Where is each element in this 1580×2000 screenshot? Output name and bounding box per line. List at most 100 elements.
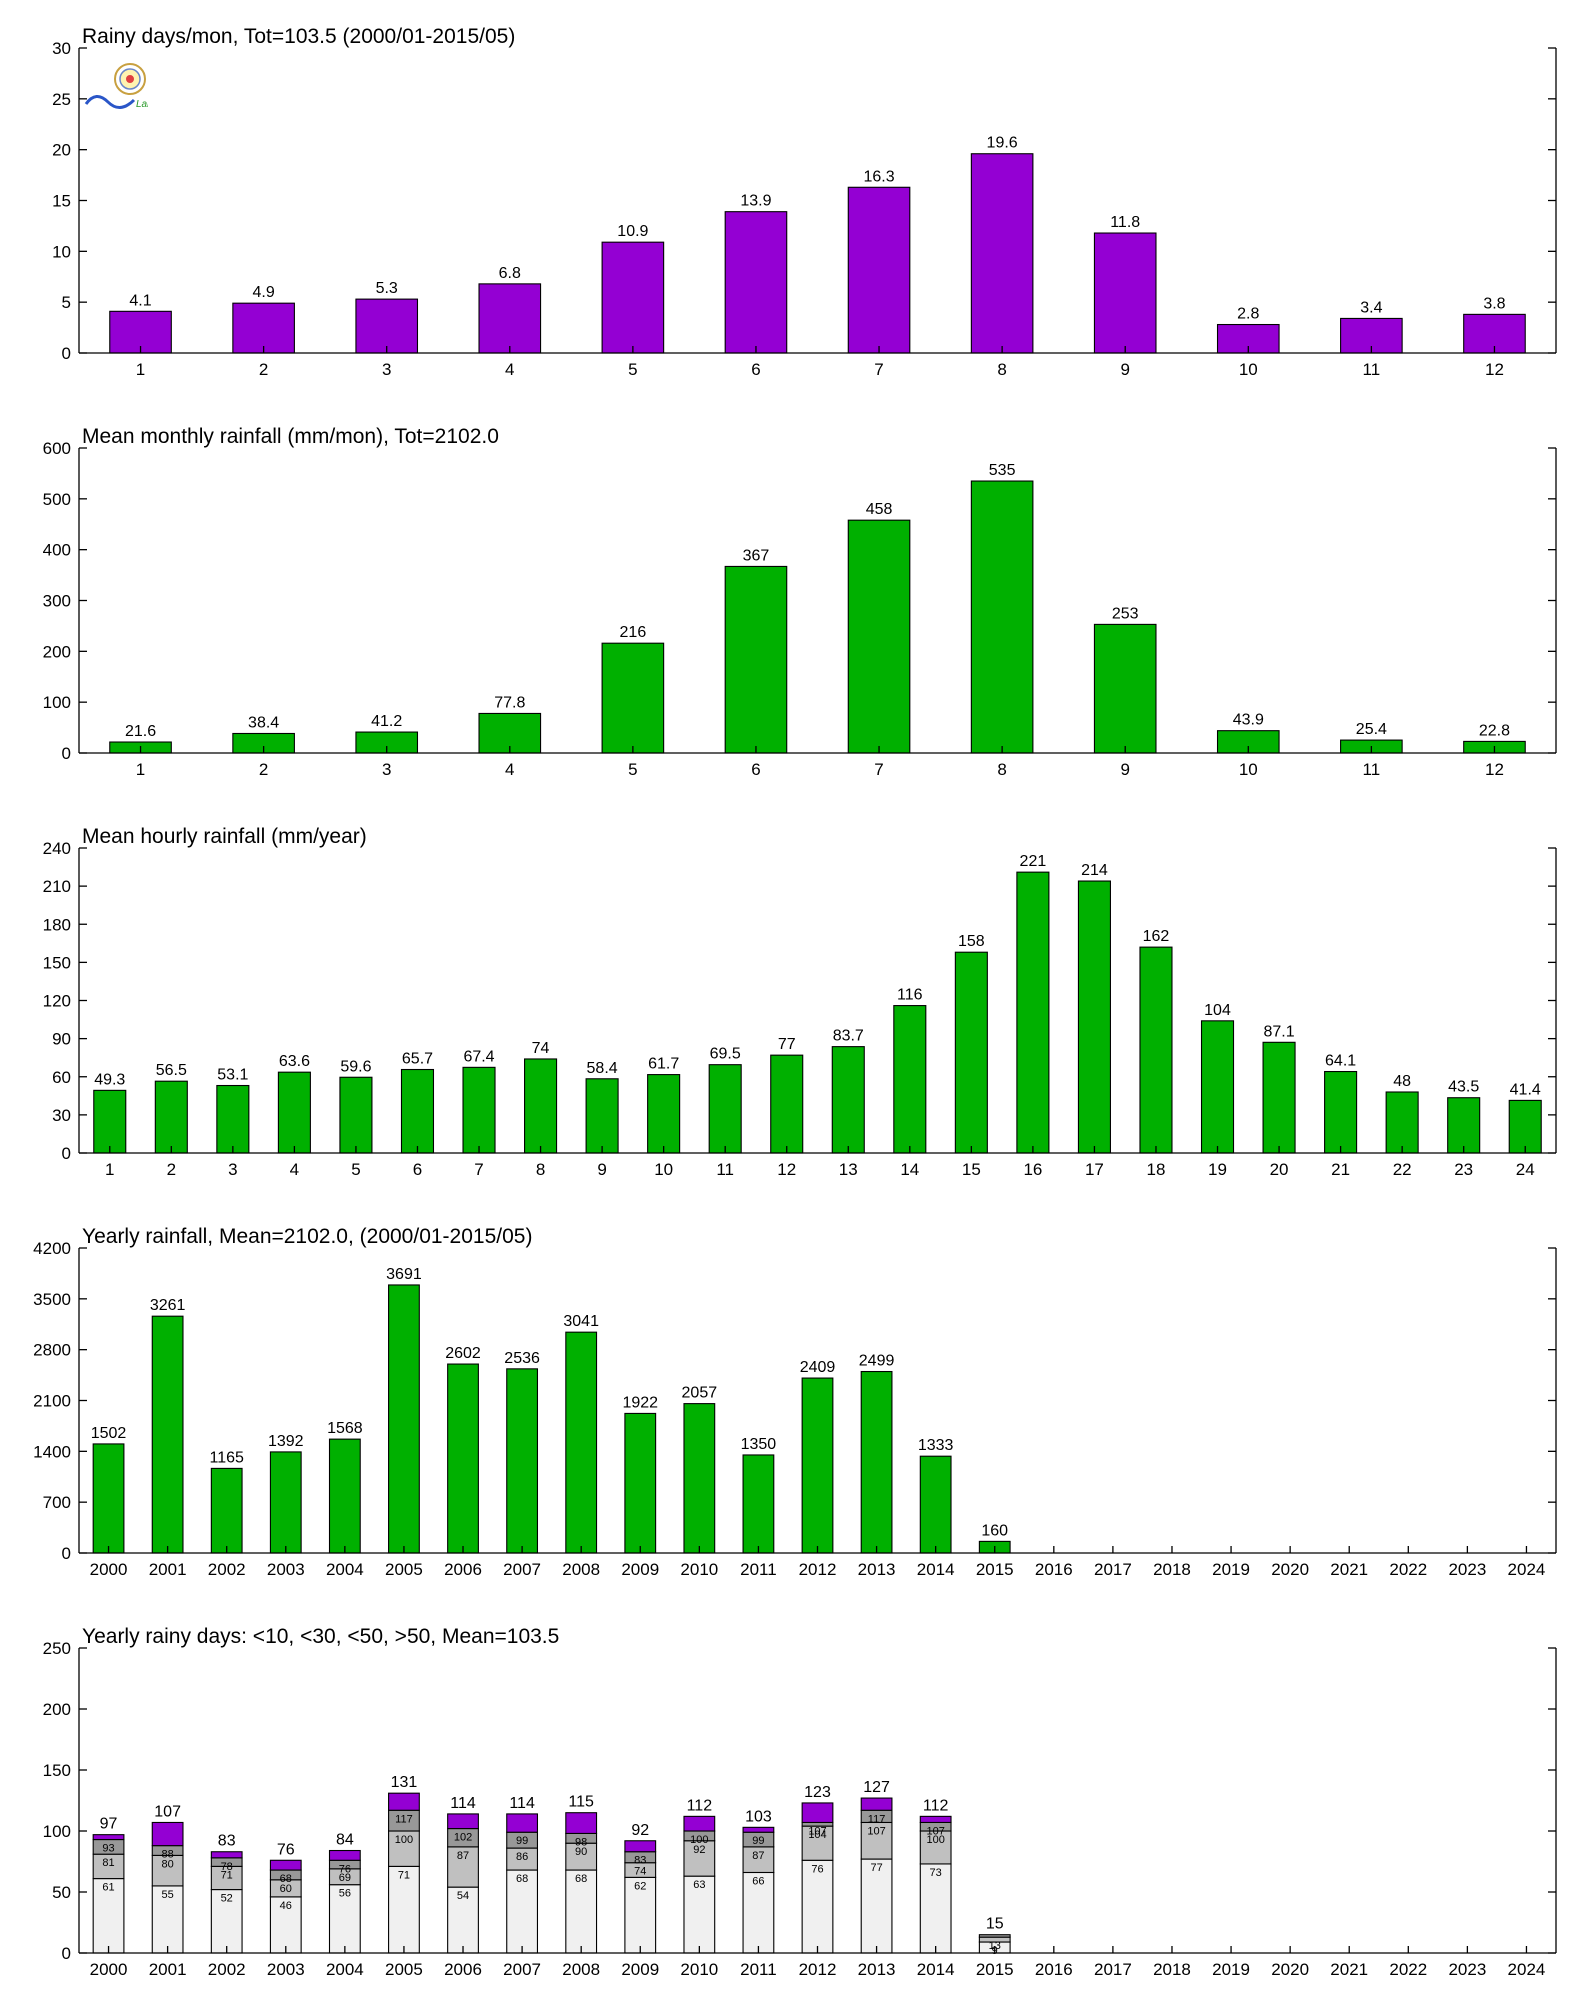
x-tick-label: 2015 <box>976 1960 1014 1979</box>
x-tick-label: 11 <box>1363 360 1381 379</box>
bar-total-label: 131 <box>391 1774 418 1791</box>
x-tick-label: 2001 <box>149 1560 187 1579</box>
bar-total-label: 15 <box>986 1916 1004 1933</box>
bar-value-label: 1922 <box>622 1394 658 1411</box>
segment-value-label: 77 <box>870 1862 882 1874</box>
bar-value-label: 253 <box>1112 605 1139 622</box>
segment-value-label: 61 <box>102 1882 114 1894</box>
x-tick-label: 2000 <box>90 1560 128 1579</box>
mean-hourly-rainfall-chart: Mean hourly rainfall (mm/year) 49.3 56.5 53… <box>0 800 1580 1200</box>
x-tick-label: 2009 <box>621 1960 659 1979</box>
y-tick-label: 400 <box>43 541 71 560</box>
bar-value-label: 61.7 <box>648 1056 679 1073</box>
bar <box>462 1066 496 1154</box>
bar <box>328 1438 361 1554</box>
bar-value-label: 3.4 <box>1360 299 1382 316</box>
y-tick-label: 200 <box>43 642 71 661</box>
stacked-bar-segment <box>328 1849 361 1861</box>
bar <box>151 1315 184 1554</box>
segment-value-label: 55 <box>161 1889 173 1901</box>
x-tick-label: 2014 <box>917 1560 955 1579</box>
stacked-bar-segment <box>388 1865 420 1954</box>
bar-total-label: 107 <box>154 1803 181 1820</box>
bar-total-label: 115 <box>568 1794 594 1811</box>
bar <box>1093 623 1157 754</box>
segment-value-label: 78 <box>221 1861 233 1873</box>
bar-value-label: 64.1 <box>1325 1053 1356 1070</box>
bar <box>506 1368 539 1554</box>
y-tick-label: 300 <box>43 592 71 611</box>
bar-value-label: 67.4 <box>463 1048 494 1065</box>
stacked-bar-segment <box>742 1846 775 1874</box>
lab-logo: Lab <box>78 60 153 110</box>
x-tick-label: 2018 <box>1153 1960 1191 1979</box>
x-tick-label: 2013 <box>858 1960 896 1979</box>
bar-value-label: 1165 <box>209 1449 244 1466</box>
x-tick-label: 8 <box>536 1160 545 1179</box>
bar <box>847 186 911 354</box>
x-tick-label: 12 <box>777 1160 796 1179</box>
x-tick-label: 2023 <box>1448 1960 1486 1979</box>
bar-value-label: 104 <box>1204 1002 1231 1019</box>
x-tick-label: 23 <box>1454 1160 1473 1179</box>
bar-value-label: 2409 <box>800 1359 836 1376</box>
stacked-bar-segment <box>447 1846 479 1888</box>
segment-value-label: 107 <box>808 1825 826 1837</box>
x-tick-label: 2012 <box>799 1960 837 1979</box>
x-tick-label: 2002 <box>208 1560 246 1579</box>
x-tick-label: 2010 <box>680 1560 718 1579</box>
segment-value-label: 117 <box>868 1813 886 1825</box>
x-tick-label: 2 <box>259 360 268 379</box>
segment-value-label: 63 <box>693 1879 705 1891</box>
bar-value-label: 4.9 <box>253 284 275 301</box>
y-tick-label: 20 <box>52 141 71 160</box>
x-tick-label: 2012 <box>799 1560 837 1579</box>
x-tick-label: 2006 <box>444 1960 482 1979</box>
x-tick-label: 4 <box>505 360 514 379</box>
x-tick-label: 2009 <box>621 1560 659 1579</box>
segment-value-label: 81 <box>102 1857 114 1869</box>
bar-value-label: 3041 <box>563 1313 599 1330</box>
bar <box>210 1467 243 1554</box>
bar-value-label: 41.4 <box>1510 1081 1541 1098</box>
segment-value-label: 56 <box>339 1888 351 1900</box>
segment-value-label: 83 <box>634 1855 646 1867</box>
x-tick-label: 7 <box>874 760 883 779</box>
bar <box>154 1080 188 1154</box>
x-tick-label: 3 <box>382 360 391 379</box>
stacked-bar-segment <box>801 1825 834 1861</box>
segment-value-label: 100 <box>690 1834 708 1846</box>
bar-total-label: 83 <box>218 1833 236 1850</box>
stacked-bar-segment <box>210 1889 243 1954</box>
bar-value-label: 69.5 <box>710 1046 741 1063</box>
stacked-bar-segment <box>92 1853 125 1880</box>
x-tick-label: 6 <box>751 760 760 779</box>
segment-value-label: 86 <box>516 1851 528 1863</box>
bar <box>1447 1097 1481 1154</box>
stacked-bar-segment <box>860 1858 893 1954</box>
stacked-bar-segment <box>565 1812 598 1834</box>
segment-value-label: 107 <box>867 1825 885 1837</box>
bar <box>647 1074 681 1154</box>
stacked-bar-segment <box>860 1821 893 1860</box>
bar-total-label: 112 <box>687 1797 713 1814</box>
y-tick-label: 120 <box>43 992 71 1011</box>
stacked-bar-segment <box>151 1821 184 1847</box>
chart-svg: Mean hourly rainfall (mm/year)49.356.5 53… <box>43 825 1557 1179</box>
x-tick-label: 2006 <box>444 1560 482 1579</box>
x-tick-label: 2011 <box>740 1960 777 1979</box>
x-tick-label: 2024 <box>1508 1960 1546 1979</box>
stacked-bar-segment <box>860 1797 893 1811</box>
y-tick-label: 100 <box>43 1822 71 1841</box>
x-tick-label: 1 <box>136 360 145 379</box>
y-tick-label: 150 <box>43 953 71 972</box>
stacked-bar-segment <box>919 1830 952 1865</box>
bar-value-label: 2499 <box>859 1353 895 1370</box>
bar-value-label: 77 <box>778 1036 796 1053</box>
bar-value-label: 221 <box>1020 853 1047 870</box>
x-tick-label: 19 <box>1208 1160 1227 1179</box>
segment-value-label: 60 <box>280 1883 292 1895</box>
x-tick-label: 7 <box>474 1160 483 1179</box>
bar <box>1262 1041 1296 1154</box>
chart-svg: Yearly rainfall, Mean=2102.0, (2000/01-2… <box>33 1225 1557 1579</box>
